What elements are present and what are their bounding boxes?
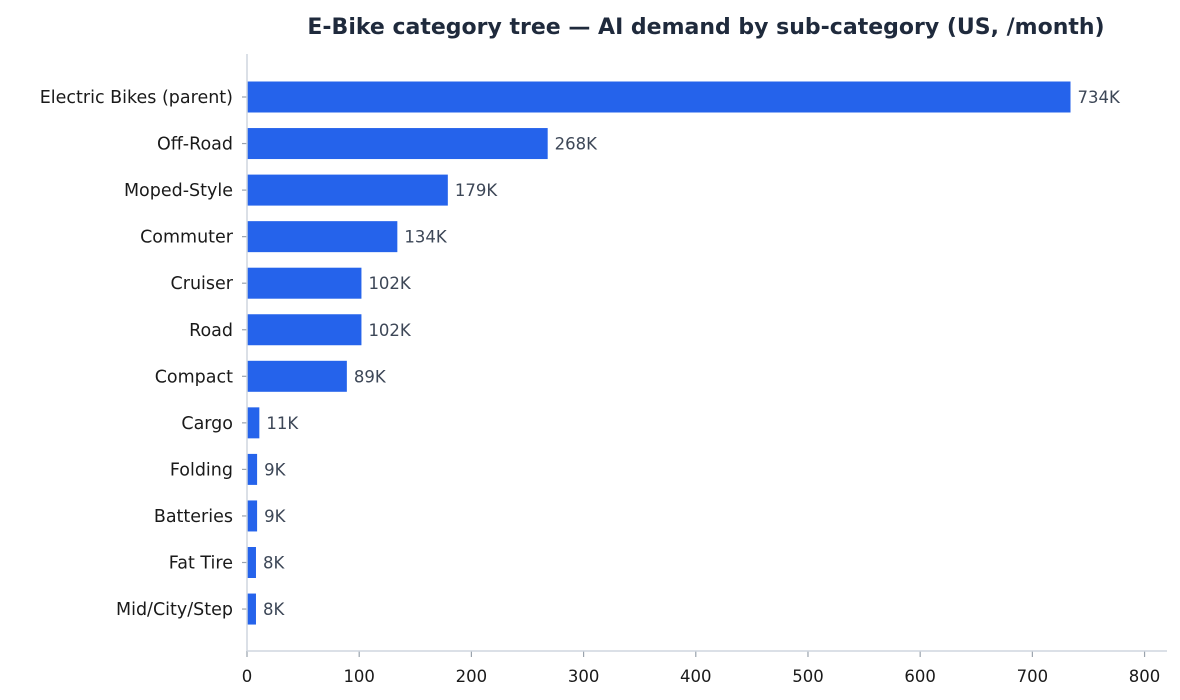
value-label: 8K (263, 600, 285, 619)
x-tick-label: 0 (242, 667, 253, 686)
value-label: 734K (1078, 88, 1121, 107)
value-label: 102K (368, 274, 411, 293)
category-label: Electric Bikes (parent) (40, 88, 233, 108)
x-tick-label: 200 (456, 667, 488, 686)
x-tick-label: 300 (568, 667, 600, 686)
category-label: Off-Road (157, 135, 233, 155)
x-tick-label: 800 (1129, 667, 1161, 686)
x-tick-label: 700 (1017, 667, 1049, 686)
bar (247, 500, 258, 532)
category-label: Commuter (140, 228, 234, 248)
x-tick-label: 400 (680, 667, 712, 686)
category-label: Mid/City/Step (116, 600, 233, 620)
value-label: 268K (555, 135, 598, 154)
x-tick-label: 100 (343, 667, 375, 686)
bar (247, 314, 362, 346)
category-label: Folding (170, 460, 233, 480)
bar (247, 81, 1071, 113)
category-label: Cruiser (171, 274, 234, 294)
bar (247, 267, 362, 299)
x-tick-label: 600 (904, 667, 936, 686)
bar (247, 453, 258, 485)
category-label: Moped-Style (124, 181, 233, 201)
bar (247, 593, 256, 625)
value-label: 9K (264, 507, 286, 526)
value-label: 134K (404, 228, 447, 247)
x-axis: 0 100 200 300 400 500 600 700 800 (242, 651, 1161, 686)
value-label: 9K (264, 460, 286, 479)
value-label: 179K (455, 181, 498, 200)
value-label: 102K (368, 321, 411, 340)
bar (247, 174, 448, 206)
category-label: Fat Tire (169, 554, 233, 574)
category-label: Batteries (154, 507, 233, 527)
value-labels: 734K 268K 179K 134K 102K 102K 89K 11K 9K 9K 8K 8K (263, 88, 1121, 619)
value-label: 11K (266, 414, 299, 433)
category-labels: Electric Bikes (parent) Off-Road Moped-Sty… (40, 88, 247, 620)
bars-group (247, 81, 1071, 625)
bar (247, 360, 347, 392)
chart-title: E-Bike category tree — AI demand by sub-… (307, 15, 1104, 40)
bar (247, 221, 398, 253)
bar (247, 128, 548, 160)
category-label: Compact (155, 367, 233, 387)
bar (247, 547, 256, 578)
bar (247, 407, 260, 439)
value-label: 8K (263, 554, 285, 573)
category-label: Road (189, 321, 233, 341)
x-tick-label: 500 (792, 667, 824, 686)
category-label: Cargo (181, 414, 233, 434)
value-label: 89K (354, 367, 387, 386)
